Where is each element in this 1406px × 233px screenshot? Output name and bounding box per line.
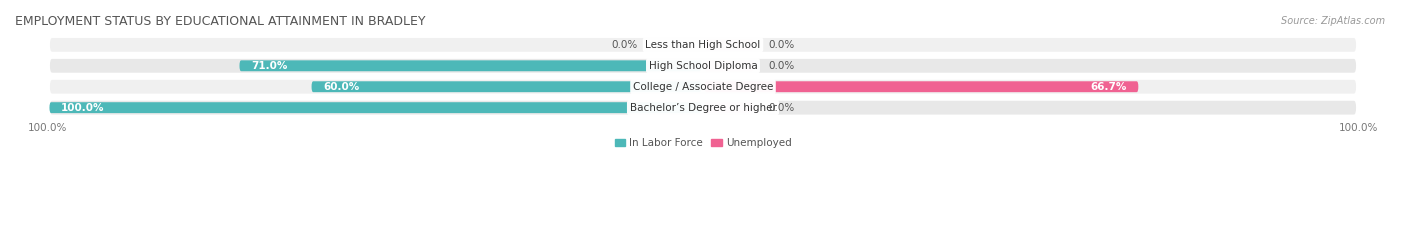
Text: 0.0%: 0.0% bbox=[769, 40, 794, 50]
Text: 0.0%: 0.0% bbox=[769, 61, 794, 71]
Text: 60.0%: 60.0% bbox=[323, 82, 359, 92]
FancyBboxPatch shape bbox=[51, 101, 1355, 115]
FancyBboxPatch shape bbox=[704, 60, 754, 71]
Text: Less than High School: Less than High School bbox=[645, 40, 761, 50]
FancyBboxPatch shape bbox=[704, 102, 754, 113]
Text: High School Diploma: High School Diploma bbox=[648, 61, 758, 71]
Text: 71.0%: 71.0% bbox=[250, 61, 287, 71]
Text: College / Associate Degree: College / Associate Degree bbox=[633, 82, 773, 92]
FancyBboxPatch shape bbox=[51, 59, 1355, 73]
Text: 100.0%: 100.0% bbox=[60, 103, 104, 113]
FancyBboxPatch shape bbox=[704, 81, 1139, 92]
Text: 0.0%: 0.0% bbox=[769, 103, 794, 113]
FancyBboxPatch shape bbox=[704, 39, 754, 50]
Text: EMPLOYMENT STATUS BY EDUCATIONAL ATTAINMENT IN BRADLEY: EMPLOYMENT STATUS BY EDUCATIONAL ATTAINM… bbox=[15, 15, 426, 28]
Legend: In Labor Force, Unemployed: In Labor Force, Unemployed bbox=[610, 134, 796, 153]
Text: 0.0%: 0.0% bbox=[612, 40, 637, 50]
Text: Bachelor’s Degree or higher: Bachelor’s Degree or higher bbox=[630, 103, 776, 113]
Text: 66.7%: 66.7% bbox=[1091, 82, 1128, 92]
FancyBboxPatch shape bbox=[51, 80, 1355, 94]
Text: Source: ZipAtlas.com: Source: ZipAtlas.com bbox=[1281, 16, 1385, 26]
FancyBboxPatch shape bbox=[51, 38, 1355, 52]
FancyBboxPatch shape bbox=[312, 81, 702, 92]
FancyBboxPatch shape bbox=[49, 102, 702, 113]
FancyBboxPatch shape bbox=[239, 60, 702, 71]
